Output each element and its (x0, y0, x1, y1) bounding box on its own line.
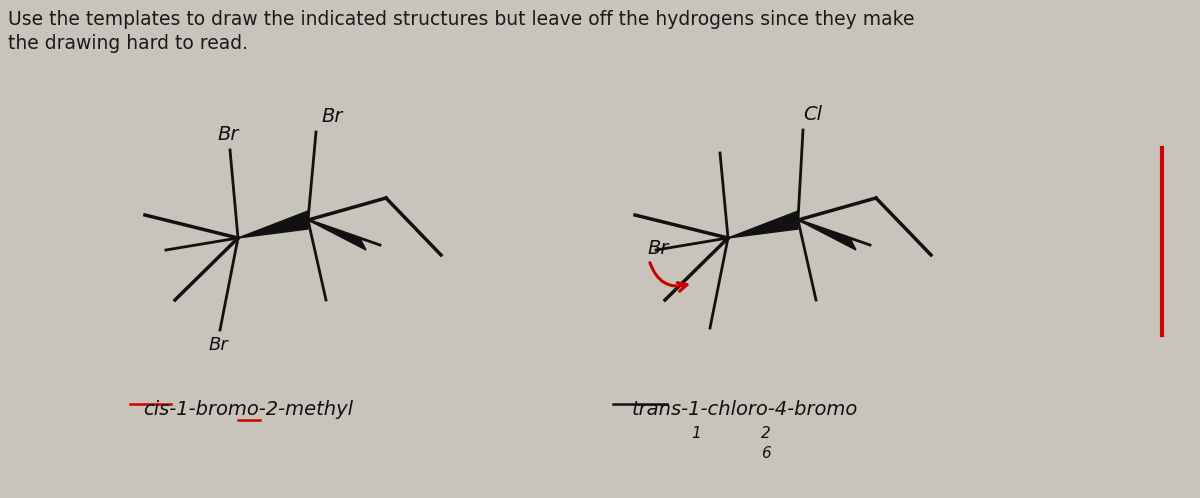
Text: Br: Br (322, 107, 343, 126)
FancyArrowPatch shape (650, 262, 688, 291)
Text: 6: 6 (761, 446, 770, 461)
Text: the drawing hard to read.: the drawing hard to read. (8, 34, 248, 53)
Polygon shape (728, 211, 798, 238)
Text: Br: Br (208, 336, 228, 354)
Text: 2: 2 (761, 426, 770, 441)
Text: Br: Br (647, 239, 668, 257)
Text: cis-1-bromo-2-methyl: cis-1-bromo-2-methyl (143, 400, 353, 419)
Polygon shape (308, 220, 366, 250)
Polygon shape (798, 220, 856, 250)
Text: Use the templates to draw the indicated structures but leave off the hydrogens s: Use the templates to draw the indicated … (8, 10, 914, 29)
Text: 1: 1 (691, 426, 701, 441)
Text: Br: Br (217, 125, 239, 144)
Text: trans-1-chloro-4-bromo: trans-1-chloro-4-bromo (632, 400, 858, 419)
Text: Cl: Cl (804, 105, 822, 124)
Polygon shape (238, 211, 308, 238)
